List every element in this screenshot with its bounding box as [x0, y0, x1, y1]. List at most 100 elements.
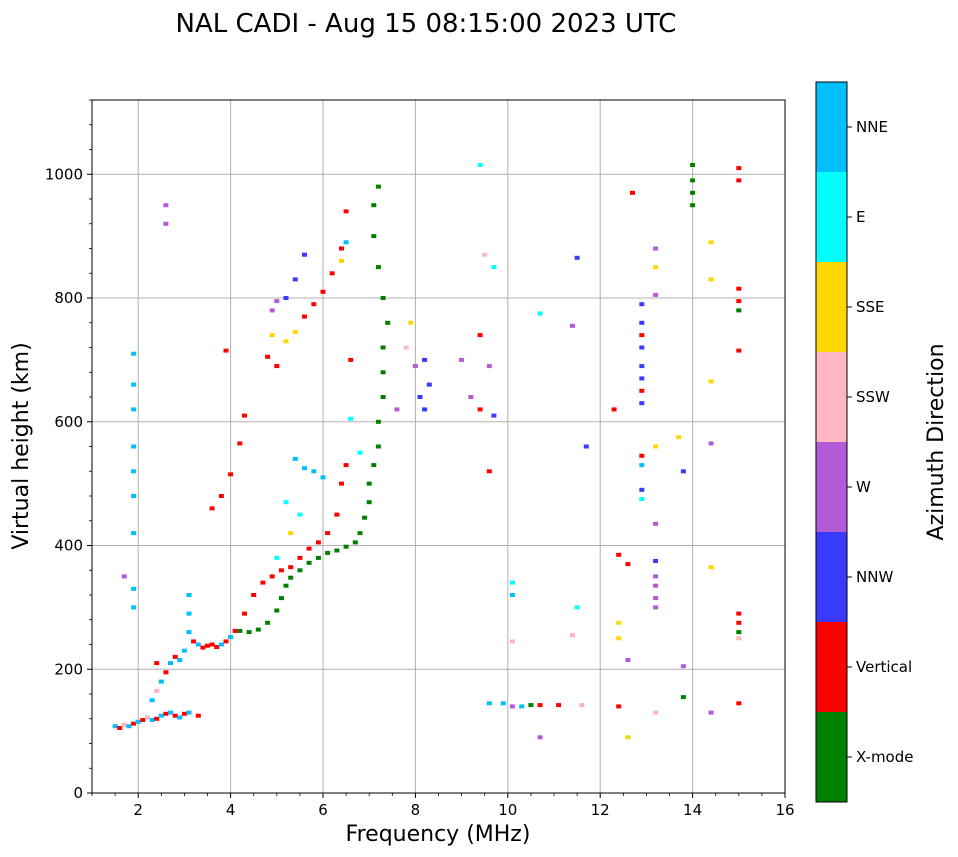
x-tick-label: 8	[411, 801, 421, 819]
data-point	[218, 642, 224, 647]
y-tick-label: 800	[54, 289, 83, 307]
data-point	[736, 701, 742, 706]
data-point	[131, 531, 137, 536]
data-point	[491, 265, 497, 270]
data-point	[209, 506, 215, 511]
data-point	[482, 252, 488, 257]
y-tick-label: 400	[54, 537, 83, 555]
data-point	[639, 333, 645, 338]
data-point	[339, 246, 344, 251]
y-axis-ticks: 0 200 400 600 800 1000	[45, 99, 92, 802]
data-point	[380, 296, 386, 300]
data-point	[163, 221, 169, 226]
x-tick-label: 4	[226, 801, 236, 819]
data-point	[537, 735, 543, 740]
data-point	[366, 481, 372, 486]
data-point	[255, 627, 261, 632]
data-point	[639, 401, 645, 406]
data-point	[158, 679, 164, 684]
colorbar-category-label: Vertical	[856, 658, 912, 676]
data-point	[292, 330, 298, 334]
data-point	[218, 494, 224, 498]
chart-title: NAL CADI - Aug 15 08:15:00 2023 UTC	[176, 9, 677, 39]
data-point	[639, 453, 645, 458]
data-point	[348, 357, 354, 362]
data-point	[320, 289, 326, 294]
data-point	[315, 555, 321, 560]
data-point	[639, 463, 645, 468]
data-point	[625, 735, 631, 740]
data-point	[537, 311, 543, 316]
data-point	[242, 611, 247, 616]
colorbar-category-label: W	[856, 478, 871, 496]
data-point	[274, 364, 280, 369]
data-point	[292, 456, 298, 461]
data-point	[158, 713, 164, 718]
data-point	[639, 388, 645, 393]
data-point	[639, 497, 645, 502]
data-point	[486, 701, 492, 706]
x-axis-ticks: 2 4 6 8 10 12 14 16	[91, 793, 795, 819]
data-point	[214, 645, 220, 649]
data-point	[112, 724, 118, 729]
data-point	[117, 726, 123, 730]
data-point	[736, 299, 742, 304]
data-point	[537, 703, 543, 708]
data-point	[653, 521, 659, 526]
data-point	[343, 240, 349, 245]
data-point	[616, 620, 622, 625]
data-point	[288, 565, 294, 570]
data-point	[269, 574, 275, 579]
data-point	[639, 302, 645, 307]
data-point	[191, 639, 197, 644]
data-point	[680, 664, 686, 669]
data-point	[371, 234, 377, 239]
data-point	[131, 469, 137, 474]
data-point	[630, 190, 635, 195]
data-point	[320, 475, 326, 480]
data-point	[611, 407, 617, 412]
data-point	[154, 716, 160, 721]
data-point	[375, 184, 381, 189]
x-tick-label: 16	[775, 801, 794, 819]
data-point	[574, 605, 580, 610]
data-point	[121, 722, 127, 727]
data-point	[260, 580, 266, 585]
data-point	[186, 611, 192, 616]
data-point	[172, 654, 178, 659]
data-point	[500, 701, 506, 706]
y-tick-label: 200	[54, 660, 83, 678]
data-point	[352, 540, 358, 545]
data-point	[283, 296, 289, 300]
data-point	[380, 370, 386, 375]
data-point	[690, 163, 696, 167]
data-point	[186, 630, 192, 635]
data-point	[288, 575, 294, 580]
data-point	[690, 203, 696, 208]
data-points	[112, 163, 742, 740]
data-point	[200, 645, 206, 650]
data-point	[519, 704, 525, 709]
data-point	[223, 348, 229, 353]
data-point	[459, 357, 465, 362]
data-point	[422, 407, 428, 412]
data-point	[509, 580, 515, 585]
data-point	[228, 472, 234, 477]
data-point	[491, 413, 497, 418]
data-point	[131, 721, 137, 726]
data-point	[486, 469, 492, 474]
data-point	[653, 246, 659, 251]
colorbar-category-label: X-mode	[856, 748, 913, 766]
data-point	[736, 636, 742, 641]
x-tick-label: 12	[591, 801, 610, 819]
data-point	[149, 718, 155, 722]
data-point	[274, 299, 280, 304]
data-point	[583, 444, 589, 449]
data-point	[570, 633, 575, 638]
data-point	[570, 323, 575, 328]
data-point	[653, 605, 659, 610]
data-point	[283, 339, 289, 344]
data-point	[274, 555, 280, 560]
plot-background	[92, 100, 785, 793]
data-point	[375, 444, 381, 449]
